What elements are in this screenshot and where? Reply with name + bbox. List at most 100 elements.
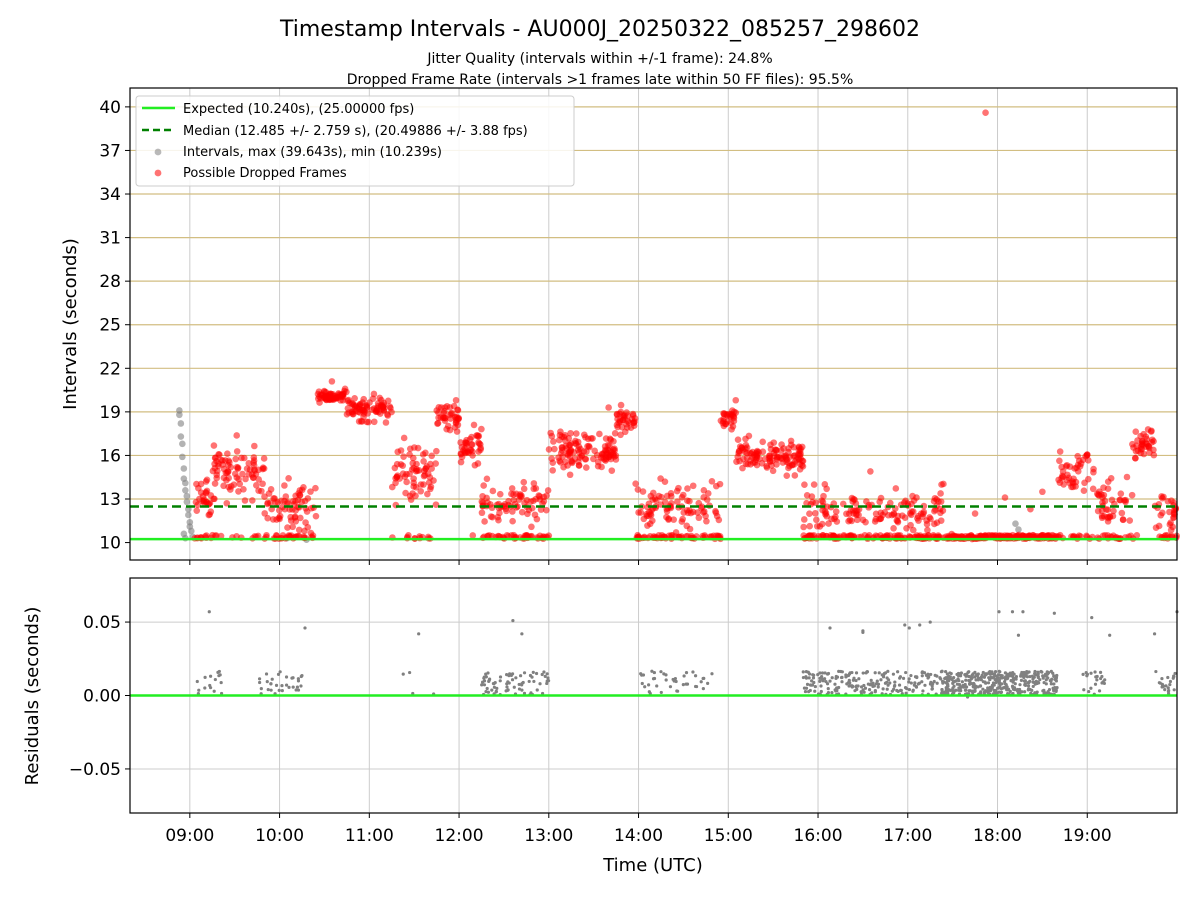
dropped-frame-point [1123, 473, 1131, 481]
residual-point [967, 674, 971, 679]
y-tick-label: 10 [99, 534, 121, 554]
dropped-frame-point [940, 480, 947, 488]
dropped-frame-point [790, 452, 797, 460]
dropped-frame-point [605, 404, 612, 411]
residual-point [269, 682, 273, 686]
dropped-frame-point [575, 462, 583, 469]
dropped-frame-point [851, 496, 858, 504]
residual-point [963, 682, 967, 687]
dropped-frame-point [370, 418, 378, 426]
dropped-frame-point [763, 464, 771, 471]
dropped-frame-point [812, 499, 820, 507]
dropped-frame-point [483, 475, 491, 483]
dropped-frame-point [351, 394, 358, 402]
dropped-frame-point [914, 515, 921, 522]
residual-point [830, 691, 834, 695]
dropped-frame-point [382, 419, 390, 426]
dropped-frame-point [1063, 461, 1071, 469]
residual-point [971, 689, 975, 693]
residual-point [808, 672, 812, 676]
dropped-frame-point [1099, 499, 1106, 506]
residual-point [918, 623, 922, 627]
residual-point [270, 677, 274, 681]
dropped-frame-point [412, 483, 420, 491]
dropped-frame-point [543, 506, 550, 514]
residual-point [1084, 671, 1088, 675]
interval-point [183, 498, 191, 506]
dropped-frame-point [535, 492, 543, 499]
residual-point [975, 674, 980, 678]
dropped-frame-point [689, 482, 697, 490]
residual-point [257, 677, 262, 681]
residual-point [957, 686, 961, 690]
dropped-frame-point [1095, 492, 1103, 499]
residual-point [1027, 687, 1031, 691]
residual-point [1013, 688, 1017, 692]
dropped-frame-point [1110, 507, 1117, 515]
residual-point [826, 690, 831, 695]
dropped-frame-point [1104, 478, 1112, 486]
dropped-frame-point [900, 499, 908, 506]
residual-point [950, 677, 954, 682]
residual-point [1029, 691, 1033, 695]
residual-point [973, 670, 977, 674]
residual-point [213, 677, 217, 682]
residual-point [521, 680, 525, 685]
residual-point [1040, 670, 1044, 674]
dropped-frame-point [649, 496, 656, 503]
dropped-frame-point [468, 433, 475, 441]
residual-point [883, 671, 888, 675]
residual-point [1021, 610, 1025, 614]
residual-point [901, 676, 906, 680]
x-tick-label: 12:00 [435, 826, 484, 846]
dropped-frame-point [400, 453, 407, 460]
dropped-frame-point [686, 507, 693, 514]
residual-point [1094, 675, 1098, 679]
dropped-frame-point [877, 494, 885, 502]
residual-point [992, 672, 997, 676]
dropped-frame-point [249, 497, 256, 504]
dropped-frame-point [231, 470, 239, 478]
dropped-frame-point [788, 461, 796, 469]
dropped-frame-point [1039, 488, 1046, 496]
residual-point [1052, 682, 1056, 686]
dropped-frame-point [890, 510, 898, 517]
dropped-frame-point [264, 514, 271, 522]
dropped-frame-point [783, 458, 790, 466]
dropped-frame-point [1126, 517, 1134, 524]
residual-point [1049, 679, 1053, 683]
residual-point [996, 686, 1000, 690]
dropped-frame-point [800, 523, 807, 531]
dropped-frame-point [505, 497, 512, 505]
residual-point [668, 685, 673, 689]
dropped-frame-point [1083, 451, 1091, 458]
residual-point [701, 676, 705, 681]
residual-point [875, 679, 879, 683]
dropped-frame-point [478, 509, 486, 517]
residual-point [1028, 674, 1032, 679]
dropped-frame-point [823, 485, 830, 493]
dropped-frame-point [489, 487, 497, 495]
dropped-frame-point [617, 401, 625, 409]
residual-point [1157, 681, 1161, 685]
residual-point [921, 689, 925, 693]
residual-point [973, 675, 977, 679]
intervals-y-axis-label: Intervals (seconds) [60, 238, 81, 410]
residual-point [978, 684, 983, 688]
residual-point [940, 688, 944, 692]
dropped-frame-point [520, 485, 528, 493]
dropped-frame-point [518, 508, 526, 516]
dropped-frame-point [549, 459, 557, 466]
residual-point [195, 679, 199, 684]
dropped-frame-point [919, 510, 927, 518]
dropped-frame-point [298, 498, 306, 506]
residual-point [528, 673, 533, 678]
residual-point [655, 684, 659, 688]
residual-point [965, 672, 969, 676]
residual-point [1042, 688, 1046, 692]
x-tick-label: 10:00 [255, 826, 304, 846]
residual-point [999, 690, 1003, 695]
dropped-frame-point [224, 450, 231, 458]
dropped-frame-point [240, 485, 247, 493]
dropped-frame-point [193, 507, 201, 514]
